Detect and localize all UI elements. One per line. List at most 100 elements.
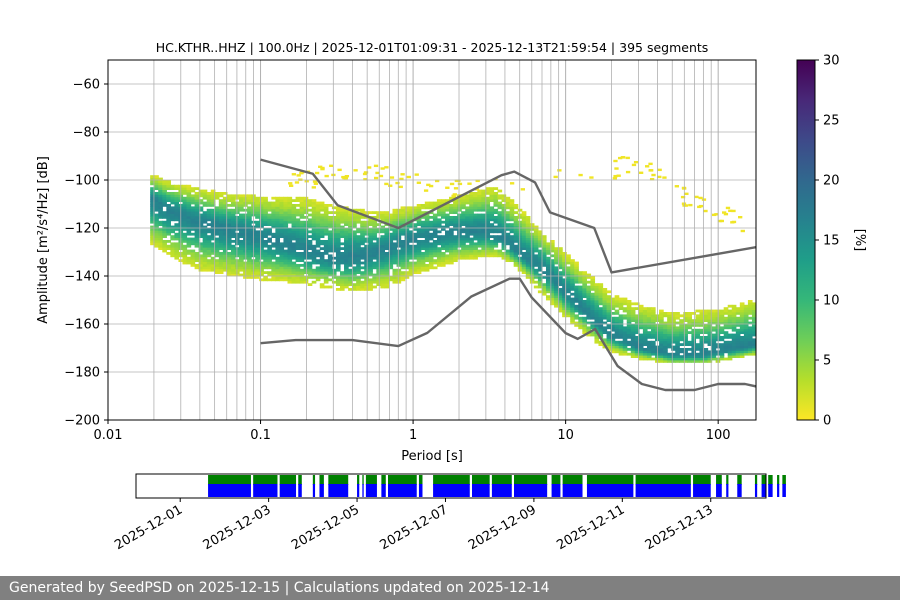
psd-cell xyxy=(299,228,305,231)
psd-cell xyxy=(194,237,200,241)
psd-cell xyxy=(453,244,458,248)
psd-cell xyxy=(239,264,244,267)
psd-cell xyxy=(683,312,688,315)
psd-cell xyxy=(158,247,163,250)
psd-cell xyxy=(707,312,713,315)
psd-cell xyxy=(445,206,450,210)
psd-cell xyxy=(445,261,450,265)
psd-cell xyxy=(489,189,495,193)
psd-cell xyxy=(218,237,224,241)
psd-cell xyxy=(210,244,216,248)
psd-cell xyxy=(348,218,353,222)
psd-cell xyxy=(335,206,341,210)
psd-cell xyxy=(222,208,228,212)
psd-cell xyxy=(659,331,664,334)
psd-cell xyxy=(174,247,180,250)
psd-cell xyxy=(505,252,511,255)
psd-cell xyxy=(646,316,652,320)
psd-cell xyxy=(296,174,301,177)
psd-cell xyxy=(671,357,676,361)
psd-cell xyxy=(287,201,293,205)
psd-cell xyxy=(743,314,749,318)
psd-cell xyxy=(226,261,232,265)
psd-cell xyxy=(703,340,709,344)
psd-cell xyxy=(454,179,460,183)
psd-cell xyxy=(663,343,668,346)
psd-cell xyxy=(493,216,499,219)
psd-cell xyxy=(303,225,309,229)
psd-cell xyxy=(194,223,200,226)
psd-cell xyxy=(436,211,442,214)
psd-cell xyxy=(501,216,507,219)
psd-cell xyxy=(735,355,741,358)
psd-cell xyxy=(663,312,668,315)
x-axis-label: Period [s] xyxy=(401,449,463,464)
psd-cell xyxy=(562,300,567,303)
psd-cell xyxy=(408,273,414,277)
psd-cell xyxy=(481,218,486,222)
psd-cell xyxy=(372,237,377,241)
psd-cell xyxy=(638,338,644,342)
psd-cell xyxy=(182,213,188,217)
psd-cell xyxy=(646,343,652,346)
psd-cell xyxy=(299,225,305,229)
psd-cell xyxy=(657,175,662,179)
psd-cell xyxy=(509,235,515,238)
psd-cell xyxy=(230,208,236,212)
psd-cell xyxy=(638,321,644,325)
psd-cell xyxy=(598,285,604,289)
psd-cell xyxy=(453,218,458,222)
psd-cell xyxy=(348,256,353,260)
psd-cell xyxy=(465,252,470,255)
psd-cell xyxy=(329,164,334,167)
psd-cell xyxy=(319,276,325,279)
psd-cell xyxy=(376,259,381,262)
psd-cell xyxy=(275,247,281,250)
psd-cell xyxy=(723,309,729,313)
psd-cell xyxy=(663,350,668,354)
psd-cell xyxy=(610,300,616,303)
psd-cell xyxy=(375,171,380,175)
psd-cell xyxy=(630,352,636,356)
psd-cell xyxy=(226,204,232,207)
psd-cell xyxy=(481,216,486,219)
psd-cell xyxy=(150,208,155,212)
psd-cell xyxy=(279,278,285,282)
psd-cell xyxy=(594,326,600,330)
psd-cell xyxy=(606,331,612,334)
psd-cell xyxy=(663,338,668,342)
psd-cell xyxy=(287,278,293,282)
psd-cell xyxy=(360,249,365,253)
psd-cell xyxy=(356,271,361,274)
psd-cell xyxy=(679,333,684,337)
psd-cell xyxy=(267,273,272,277)
psd-cell xyxy=(723,333,729,337)
psd-cell xyxy=(493,244,499,248)
psd-cell xyxy=(626,319,632,322)
psd-cell xyxy=(731,345,737,349)
psd-cell xyxy=(360,266,365,270)
psd-cell xyxy=(206,201,212,205)
psd-cell xyxy=(711,326,717,330)
psd-cell xyxy=(638,348,644,351)
psd-cell xyxy=(364,256,369,260)
colorbar-tick-label: 10 xyxy=(823,294,840,309)
psd-cell xyxy=(440,235,446,238)
psd-cell xyxy=(222,216,228,219)
psd-cell xyxy=(436,235,442,238)
y-tick-label: −180 xyxy=(64,366,100,381)
psd-cell xyxy=(735,350,741,354)
psd-cell xyxy=(406,175,411,179)
psd-cell xyxy=(436,208,442,212)
psd-cell xyxy=(190,249,196,253)
psd-cell xyxy=(190,254,196,258)
psd-cell xyxy=(691,357,697,361)
psd-cell xyxy=(457,232,462,236)
psd-cell xyxy=(626,309,632,313)
psd-cell xyxy=(477,199,482,202)
psd-cell xyxy=(315,268,321,272)
psd-cell xyxy=(723,324,729,327)
psd-cell xyxy=(683,360,688,363)
psd-cell xyxy=(210,199,216,202)
psd-cell xyxy=(683,357,688,361)
